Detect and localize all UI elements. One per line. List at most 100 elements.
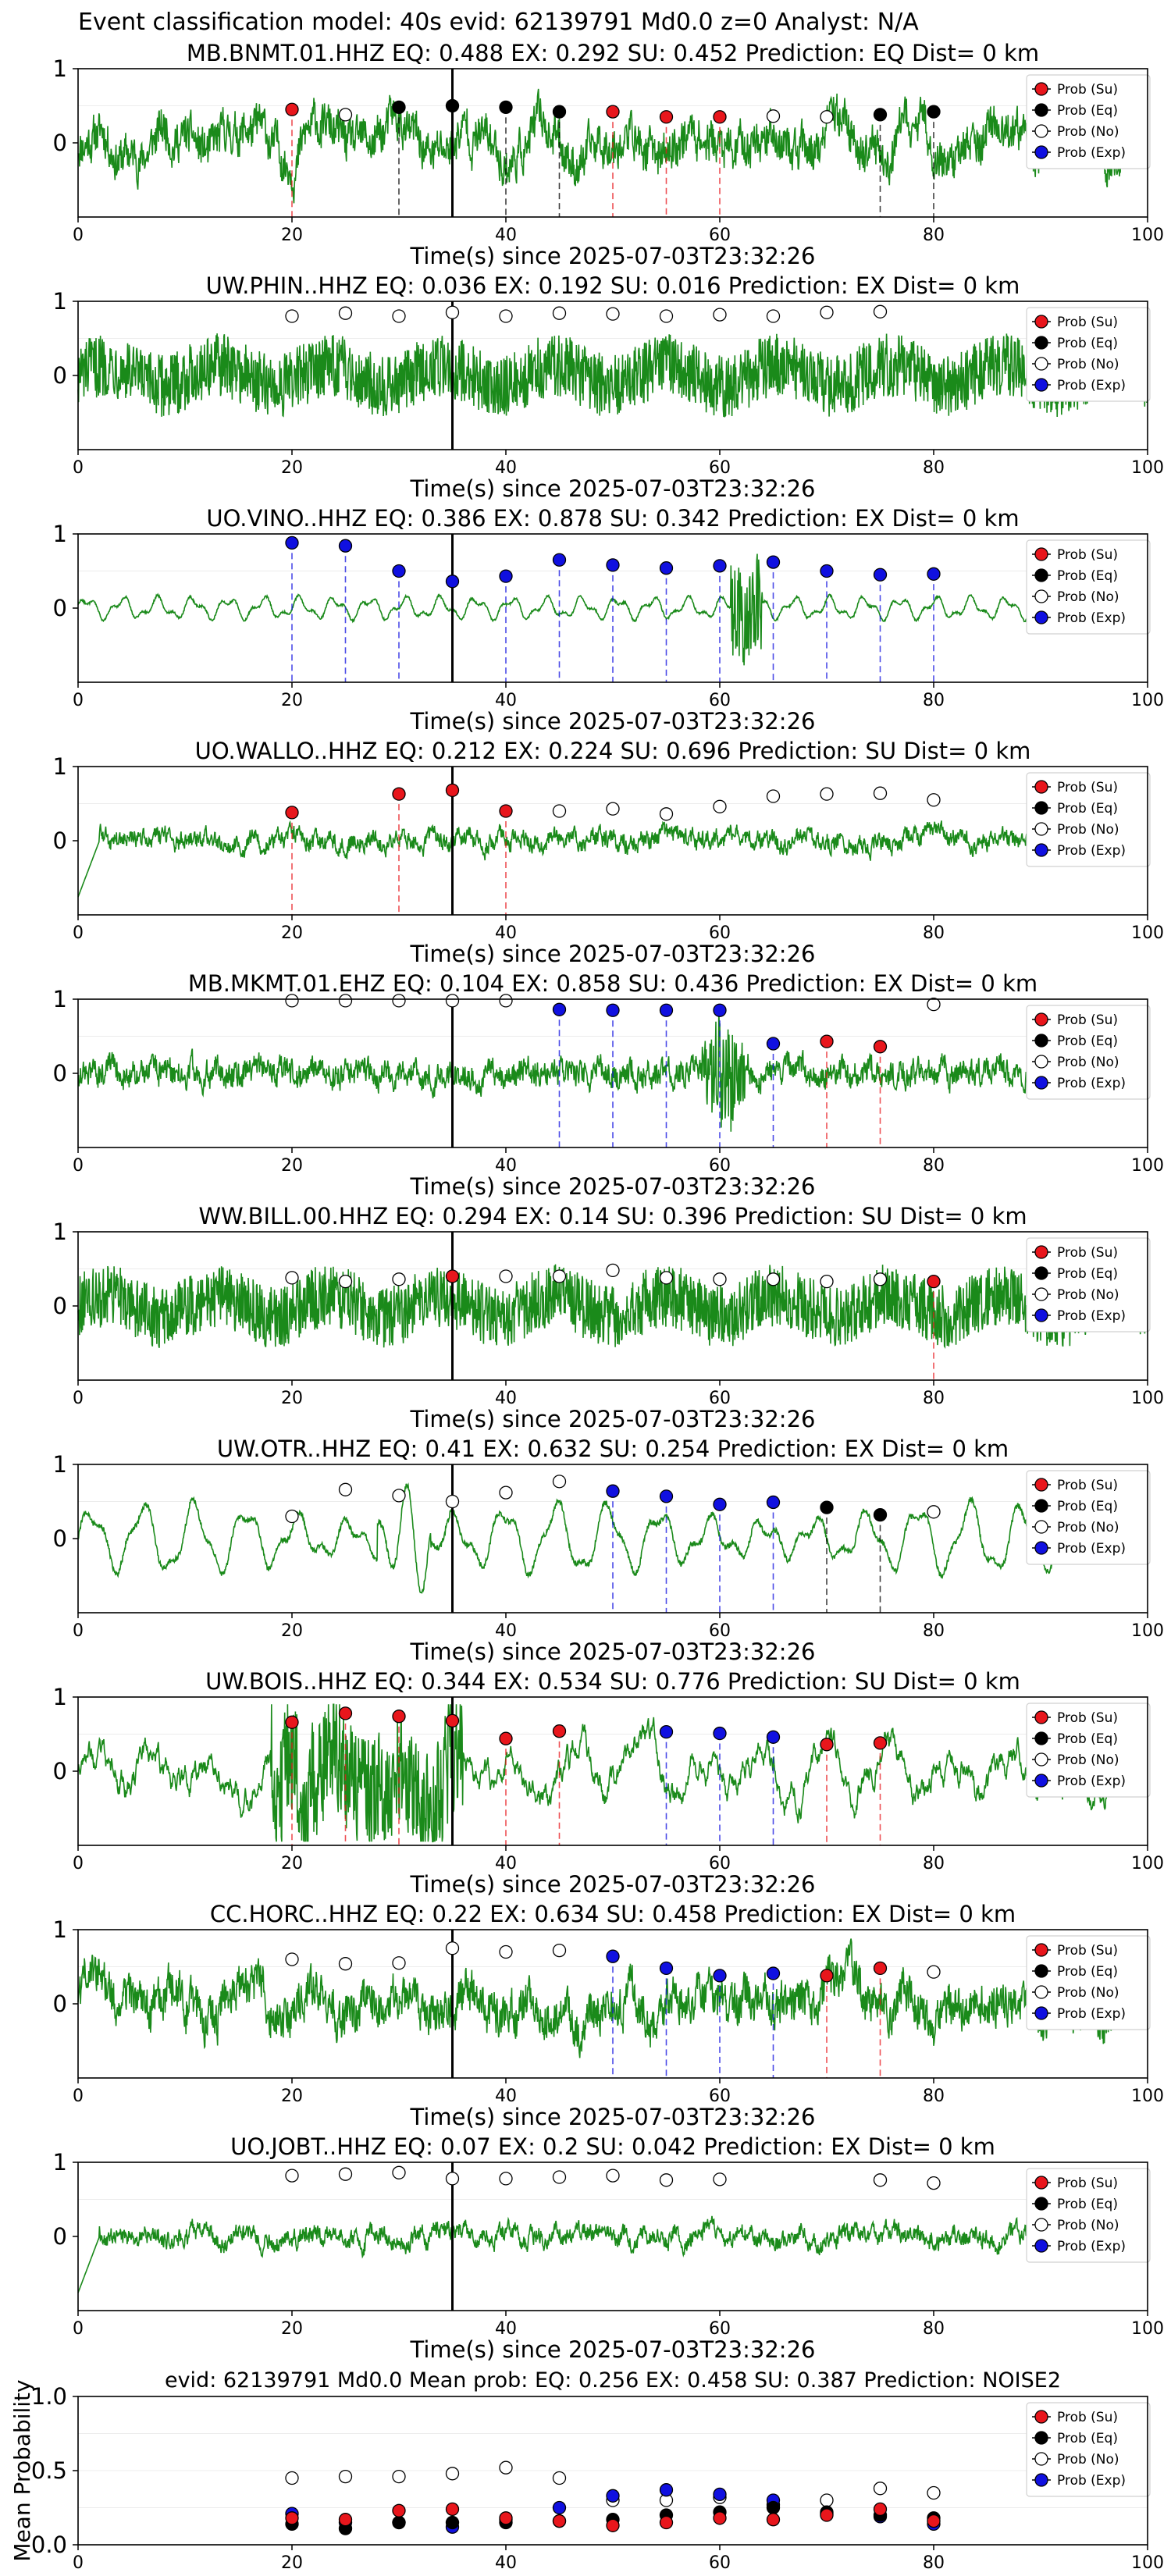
- x-tick-label: 80: [923, 1156, 945, 1176]
- y-tick-label: 0.5: [31, 2457, 67, 2484]
- y-tick-label: 1: [53, 2149, 67, 2176]
- prob-point-no: [766, 309, 781, 323]
- prob-point-no: [606, 307, 620, 321]
- x-axis-label: Time(s) since 2025-07-03T23:32:26: [410, 1406, 816, 1432]
- prob-point-no: [659, 2173, 674, 2187]
- x-tick-label: 80: [923, 2087, 945, 2106]
- mean-point-exp: [606, 2489, 620, 2503]
- prob-point-no: [338, 2167, 353, 2181]
- legend-marker-exp: [1034, 2239, 1048, 2253]
- prob-point-no: [445, 1494, 460, 1509]
- x-tick-label: 20: [281, 1621, 303, 1641]
- legend-box: [1026, 1703, 1151, 1798]
- y-tick-label: 0.0: [31, 2532, 67, 2558]
- legend-marker-su: [1034, 2176, 1048, 2190]
- y-tick-label: 0: [53, 1758, 67, 1784]
- x-axis-label: Time(s) since 2025-07-03T23:32:26: [410, 1173, 816, 1200]
- mean-point-no: [392, 2469, 406, 2484]
- prob-point-su: [285, 102, 299, 116]
- prob-point-eq: [927, 105, 941, 119]
- x-tick-label: 20: [281, 2087, 303, 2106]
- mean-point-eq: [766, 2500, 781, 2515]
- prob-point-no: [873, 786, 888, 800]
- legend-box: [1026, 2168, 1151, 2263]
- y-tick-label: 0: [53, 595, 67, 621]
- x-axis-label: Time(s) since 2025-07-03T23:32:26: [410, 2104, 816, 2130]
- prob-point-su: [392, 1710, 406, 1724]
- prob-point-no: [927, 998, 941, 1012]
- prob-point-exp: [499, 569, 513, 583]
- prob-point-no: [338, 994, 353, 1008]
- legend-marker-su: [1034, 315, 1048, 329]
- y-tick-label: 1: [53, 753, 67, 780]
- prob-point-no: [445, 305, 460, 319]
- legend-marker-exp: [1034, 1308, 1048, 1322]
- legend-marker-eq: [1034, 1499, 1048, 1513]
- panel-title: UW.PHIN..HHZ EQ: 0.036 EX: 0.192 SU: 0.0…: [206, 272, 1020, 299]
- legend-marker-no: [1034, 1287, 1048, 1301]
- prob-point-no: [552, 1475, 567, 1489]
- prob-point-no: [713, 1272, 727, 1286]
- x-tick-label: 60: [709, 923, 731, 943]
- prob-point-su: [659, 110, 674, 124]
- prob-point-no: [338, 1482, 353, 1496]
- prob-point-no: [927, 2176, 941, 2190]
- mean-point-no: [338, 2469, 353, 2484]
- mean-point-su: [659, 2515, 674, 2530]
- prob-point-no: [606, 802, 620, 816]
- legend-label-no: Prob (No): [1057, 1287, 1119, 1303]
- prob-point-no: [392, 1489, 406, 1503]
- prob-point-no: [927, 793, 941, 807]
- prob-point-su: [285, 806, 299, 820]
- prob-point-exp: [552, 1002, 567, 1016]
- legend-box: [1026, 539, 1151, 635]
- prob-point-exp: [606, 558, 620, 572]
- prob-point-no: [659, 807, 674, 821]
- legend-label-eq: Prob (Eq): [1057, 1499, 1118, 1514]
- panel-title: evid: 62139791 Md0.0 Mean prob: EQ: 0.25…: [165, 2368, 1061, 2393]
- x-axis-label: Time(s) since 2025-07-03T23:32:26: [410, 941, 816, 967]
- x-tick-label: 80: [923, 1621, 945, 1641]
- legend-label-no: Prob (No): [1057, 2452, 1119, 2467]
- legend-marker-exp: [1034, 1076, 1048, 1090]
- x-tick-label: 0: [73, 2553, 84, 2573]
- x-axis-label: Time(s) since 2025-07-03T23:32:26: [410, 475, 816, 502]
- prob-point-su: [499, 1731, 513, 1745]
- legend-label-su: Prob (Su): [1057, 1710, 1118, 1726]
- panel-10: UO.JOBT..HHZ EQ: 0.07 EX: 0.2 SU: 0.042 …: [53, 2133, 1164, 2363]
- x-tick-label: 80: [923, 923, 945, 943]
- y-tick-label: 0: [53, 1525, 67, 1552]
- x-tick-label: 100: [1131, 691, 1164, 710]
- legend-label-eq: Prob (Eq): [1057, 103, 1118, 119]
- prob-point-no: [820, 1275, 834, 1289]
- mean-point-no: [552, 2471, 567, 2485]
- panel-title: WW.BILL.00.HHZ EQ: 0.294 EX: 0.14 SU: 0.…: [198, 1203, 1027, 1229]
- legend-label-no: Prob (No): [1057, 1520, 1119, 1535]
- legend-marker-exp: [1034, 2006, 1048, 2020]
- legend-label-no: Prob (No): [1057, 589, 1119, 605]
- legend-label-su: Prob (Su): [1057, 780, 1118, 795]
- legend-marker-su: [1034, 547, 1048, 561]
- prob-point-no: [499, 994, 513, 1008]
- prob-point-no: [873, 1272, 888, 1286]
- prob-point-no: [285, 1271, 299, 1285]
- x-tick-label: 100: [1131, 2319, 1164, 2339]
- x-tick-label: 0: [73, 1389, 84, 1408]
- legend-box: [1026, 772, 1151, 867]
- prob-point-no: [285, 2169, 299, 2183]
- waveform-trace: [77, 2215, 1148, 2293]
- prob-point-no: [445, 994, 460, 1008]
- prob-point-no: [392, 309, 406, 323]
- prob-point-su: [392, 787, 406, 801]
- x-tick-label: 0: [73, 2319, 84, 2339]
- prob-point-exp: [392, 564, 406, 578]
- prob-point-exp: [606, 1003, 620, 1017]
- mean-point-su: [713, 2511, 727, 2525]
- x-tick-label: 0: [73, 923, 84, 943]
- prob-point-exp: [606, 1949, 620, 1963]
- x-tick-label: 100: [1131, 1156, 1164, 1176]
- y-tick-label: 0: [53, 362, 67, 389]
- panel-title: UO.JOBT..HHZ EQ: 0.07 EX: 0.2 SU: 0.042 …: [230, 2133, 995, 2160]
- legend-marker-exp: [1034, 843, 1048, 857]
- legend-label-eq: Prob (Eq): [1057, 1731, 1118, 1747]
